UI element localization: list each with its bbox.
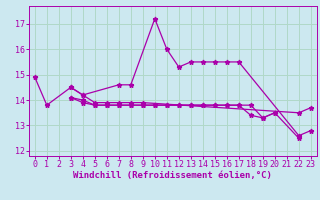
X-axis label: Windchill (Refroidissement éolien,°C): Windchill (Refroidissement éolien,°C) [73, 171, 272, 180]
